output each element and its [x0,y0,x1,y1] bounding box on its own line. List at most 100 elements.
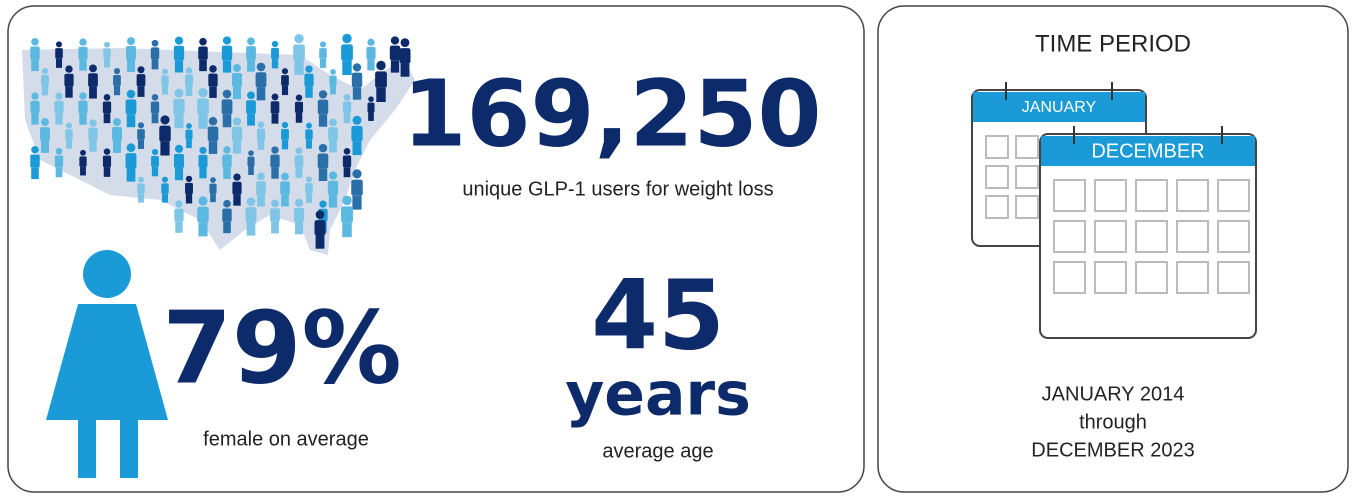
person-head [281,172,289,181]
person-icon [40,118,50,153]
person-icon [281,68,289,96]
person-icon [342,147,352,178]
person-icon [198,37,208,72]
person-body [271,47,279,59]
person-body [281,75,289,86]
person-icon [222,146,232,179]
time-end: DECEMBER 2023 [1031,439,1194,461]
person-body [319,48,327,59]
person-body [150,101,160,114]
person-body [151,155,159,167]
person-body [137,129,145,140]
person-head [79,92,87,100]
person-body [270,101,280,114]
person-body [351,125,363,142]
person-body [55,48,63,59]
person-icon [207,117,219,154]
person-icon [317,90,329,127]
person-legs [162,85,168,95]
person-head [400,38,410,47]
person-body [305,129,313,140]
person-head [174,36,184,45]
person-legs [138,193,144,203]
calendar-cell [1135,220,1168,253]
person-body [328,127,338,141]
person-head [256,62,266,72]
person-head [376,60,386,71]
person-head [390,36,400,45]
person-legs [103,167,111,177]
person-legs [113,140,121,153]
person-head [319,41,327,48]
person-body [341,206,353,223]
person-body [375,71,387,88]
person-legs [208,141,218,154]
person-head [185,175,193,183]
person-icon [41,67,49,96]
calendar-cell [1015,135,1039,159]
person-legs [271,221,279,234]
person-body [30,46,40,60]
person-icon [185,123,193,149]
person-legs [248,166,254,175]
person-icon [161,68,169,95]
person-head [343,147,351,155]
person-head [232,117,242,126]
person-legs [271,113,279,124]
person-body [198,46,208,60]
person-body [281,128,289,140]
person-body [197,206,209,223]
person-icon [232,173,242,206]
person-body [78,46,88,60]
person-body [30,154,40,168]
person-icon [54,92,64,125]
person-icon [137,122,145,149]
person-legs [55,58,63,68]
person-head [186,123,192,129]
person-legs [247,113,255,126]
person-body [184,74,194,87]
person-body [54,155,64,168]
person-icon [125,143,137,182]
person-body [209,183,217,194]
person-head [199,146,207,154]
age-label: average age [602,440,713,462]
person-body [367,102,375,113]
person-legs [342,222,352,238]
person-body [41,74,49,86]
person-legs [256,87,266,101]
person-body [232,181,242,195]
person-head [342,33,352,44]
person-body [161,75,169,86]
person-body [102,155,112,168]
person-body [30,100,40,114]
person-icon [366,38,376,71]
person-legs [66,139,72,149]
calendar-cell [1176,179,1209,212]
person-body [125,99,137,115]
person-legs [233,194,241,206]
person-legs [223,221,231,234]
person-icon [173,144,185,181]
person-head [271,199,279,208]
person-body [245,207,257,223]
person-body [150,47,160,60]
person-icon [293,198,305,235]
person-head [113,118,121,127]
person-legs [89,86,97,99]
person-legs [127,59,135,72]
person-head [126,89,136,99]
person-icon [280,172,290,207]
person-legs [41,140,49,153]
person-legs [151,166,159,177]
person-body [185,129,193,140]
person-body [351,179,363,196]
person-head [222,36,232,45]
person-head [104,41,110,48]
person-body [102,101,112,114]
calendar-cell [985,165,1009,189]
calendar-cell [1176,220,1209,253]
person-icon [375,60,387,103]
person-body [174,208,184,222]
